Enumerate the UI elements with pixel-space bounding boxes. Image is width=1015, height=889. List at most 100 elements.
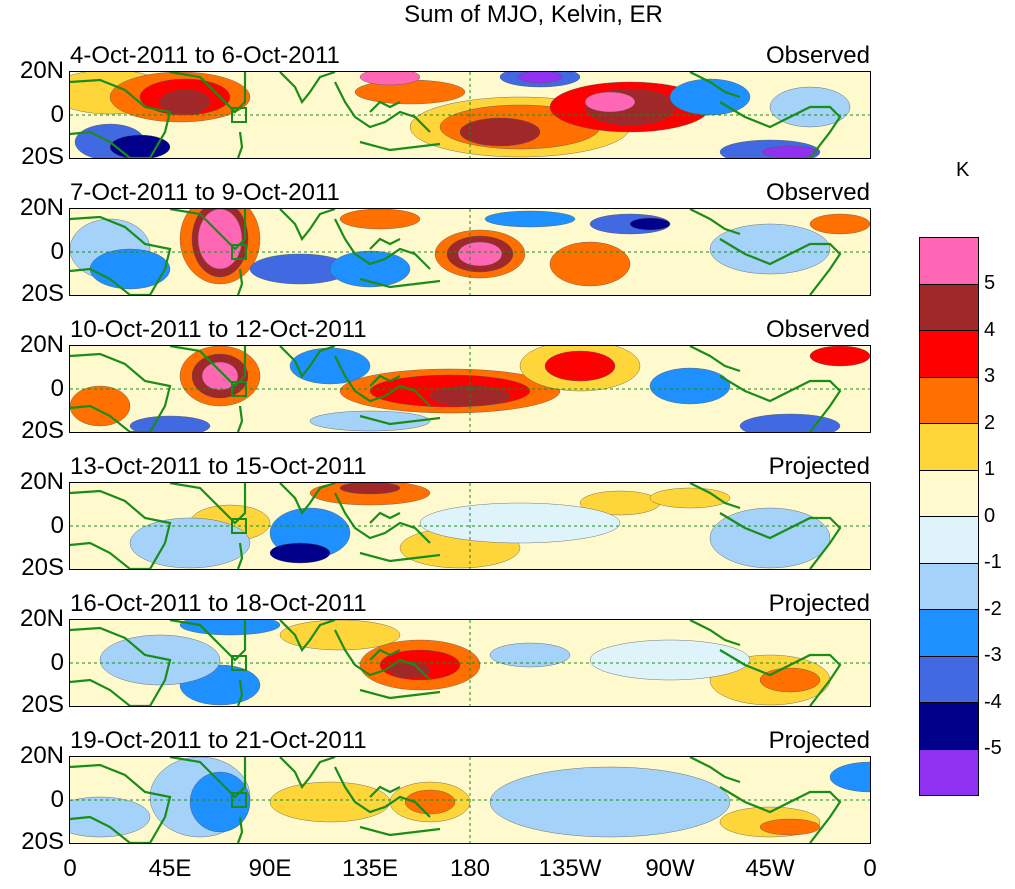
coastline — [719, 238, 842, 295]
index-box-marker — [231, 107, 247, 123]
latitude-label: 0 — [50, 786, 64, 813]
anomaly-contour — [279, 620, 401, 651]
index-box-marker — [231, 518, 247, 534]
anomaly-contour — [549, 241, 631, 287]
coastline — [359, 551, 441, 563]
colorbar-swatch — [920, 238, 978, 285]
coastline — [369, 237, 401, 250]
latitude-label: 20N — [19, 468, 64, 495]
anomaly-contour — [289, 347, 371, 385]
panel-status: Observed — [765, 42, 870, 69]
coastline — [70, 352, 172, 432]
panel-date-range: 13-Oct-2011 to 15-Oct-2011 — [70, 453, 367, 480]
coastline — [689, 620, 741, 647]
latitude-label: 20S — [21, 554, 64, 581]
anomaly-contour — [70, 796, 151, 838]
coastline — [719, 101, 842, 158]
coastline — [169, 346, 247, 388]
coastline — [279, 346, 336, 379]
coastline — [334, 492, 431, 544]
longitude-label: 90W — [645, 855, 695, 882]
coastline — [334, 629, 431, 681]
anomaly-contour — [404, 789, 456, 815]
anomaly-map-graphic — [70, 757, 870, 843]
colorbar-unit-label: K — [956, 159, 970, 181]
index-box-marker — [231, 792, 247, 808]
anomaly-contour — [269, 542, 331, 564]
anomaly-contour — [759, 667, 821, 693]
panel-status: Projected — [768, 727, 870, 754]
anomaly-contour — [669, 78, 751, 116]
latitude-label: 20N — [19, 57, 64, 84]
coastline — [334, 355, 431, 407]
anomaly-contour — [159, 89, 211, 115]
colorbar-tick-label: -3 — [984, 644, 1002, 666]
colorbar-tick-label: -5 — [984, 737, 1002, 759]
coastline — [236, 131, 244, 158]
anomaly-contour — [189, 771, 251, 833]
anomaly-contour — [809, 346, 870, 367]
colorbar-swatch — [920, 703, 978, 750]
longitude-label: 90E — [248, 855, 292, 882]
colorbar-swatch — [920, 470, 978, 517]
anomaly-contour — [359, 72, 421, 86]
anomaly-contour — [584, 91, 636, 113]
colorbar-swatch — [920, 656, 978, 703]
latitude-label: 20S — [21, 691, 64, 718]
anomaly-map — [69, 208, 871, 296]
anomaly-map — [69, 345, 871, 433]
latitude-label: 20S — [21, 143, 64, 170]
anomaly-contour — [329, 250, 411, 288]
latitude-label: 0 — [50, 375, 64, 402]
anomaly-map-graphic — [70, 620, 870, 706]
index-box-marker — [231, 655, 247, 671]
anomaly-contour — [649, 367, 731, 405]
anomaly-contour — [354, 79, 466, 105]
panel-status: Projected — [768, 590, 870, 617]
coastline — [369, 374, 401, 387]
coastline — [369, 100, 401, 113]
longitude-label: 0 — [863, 855, 877, 882]
colorbar-swatch — [920, 377, 978, 424]
anomaly-contour — [99, 634, 221, 686]
anomaly-contour — [269, 781, 391, 823]
coastline — [70, 489, 172, 569]
longitude-label: 0 — [63, 855, 77, 882]
coastline — [334, 766, 431, 818]
anomaly-contour — [70, 385, 131, 427]
anomaly-map-graphic — [70, 209, 870, 295]
coastline — [169, 757, 247, 799]
anomaly-contour — [389, 661, 431, 679]
coastline — [359, 414, 441, 426]
coastline — [359, 140, 441, 152]
anomaly-contour — [589, 639, 751, 681]
colorbar-swatch — [920, 610, 978, 657]
colorbar-tick-label: -4 — [984, 690, 1002, 713]
colorbar-swatch — [920, 284, 978, 331]
coastline — [236, 405, 244, 432]
longitude-label: 180 — [449, 855, 491, 882]
colorbar-swatch — [920, 331, 978, 378]
coastline — [70, 626, 172, 706]
coastline — [70, 215, 172, 295]
coastline — [359, 688, 441, 700]
latitude-label: 20N — [19, 331, 64, 358]
main-title: Sum of MJO, Kelvin, ER — [404, 1, 663, 28]
latitude-label: 20S — [21, 417, 64, 444]
coastline — [279, 209, 336, 242]
colorbar-swatch — [920, 517, 978, 564]
anomaly-map-graphic — [70, 483, 870, 569]
anomaly-contour — [761, 145, 819, 158]
coastline — [169, 72, 247, 114]
panel-date-range: 4-Oct-2011 to 6-Oct-2011 — [70, 42, 340, 69]
colorbar-swatch — [920, 749, 978, 795]
coastline — [689, 757, 741, 784]
coastline — [719, 375, 842, 432]
panel-date-range: 10-Oct-2011 to 12-Oct-2011 — [70, 316, 367, 343]
colorbar-swatch — [920, 424, 978, 471]
latitude-label: 20N — [19, 605, 64, 632]
coastline — [70, 78, 172, 158]
anomaly-contour — [544, 350, 616, 382]
panel-status: Observed — [765, 316, 870, 343]
coastline — [689, 346, 741, 373]
